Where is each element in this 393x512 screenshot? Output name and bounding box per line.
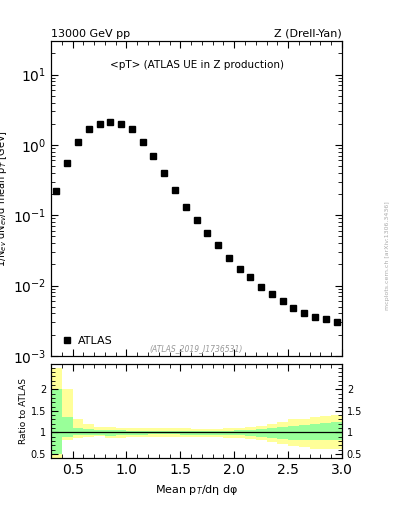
Bar (266, 428, 277, 438)
Bar (83, 424, 94, 437)
Bar (245, 430, 256, 436)
Bar (288, 426, 299, 440)
Bar (299, 419, 310, 447)
Bar (180, 428, 191, 437)
Bar (137, 431, 148, 435)
Bar (320, 423, 331, 440)
Text: 13000 GeV pp: 13000 GeV pp (51, 29, 130, 39)
Bar (105, 430, 116, 436)
Bar (169, 428, 180, 437)
Text: Z (Drell-Yan): Z (Drell-Yan) (274, 29, 342, 39)
Bar (73, 428, 83, 435)
Bar (51, 368, 62, 459)
X-axis label: Mean p$_{T}$/dη dφ: Mean p$_{T}$/dη dφ (155, 483, 238, 497)
Bar (51, 389, 62, 454)
Y-axis label: Ratio to ATLAS: Ratio to ATLAS (19, 378, 28, 444)
Y-axis label: 1/N$_{ev}$ dN$_{ev}$/d mean p$_{T}$ [GeV]: 1/N$_{ev}$ dN$_{ev}$/d mean p$_{T}$ [GeV… (0, 130, 9, 267)
Bar (213, 431, 224, 435)
Bar (277, 427, 288, 439)
Text: <pT> (ATLAS UE in Z production): <pT> (ATLAS UE in Z production) (110, 60, 283, 70)
Bar (277, 422, 288, 444)
Bar (213, 429, 224, 437)
Bar (83, 429, 94, 435)
Bar (191, 431, 202, 435)
Bar (202, 429, 213, 437)
Bar (137, 428, 148, 437)
Bar (256, 429, 266, 437)
Bar (320, 416, 331, 449)
Bar (202, 431, 213, 435)
Bar (245, 427, 256, 439)
Bar (331, 415, 342, 449)
Text: mcplots.cern.ch [arXiv:1306.3436]: mcplots.cern.ch [arXiv:1306.3436] (385, 202, 389, 310)
Bar (62, 417, 73, 437)
Bar (94, 430, 105, 435)
Bar (159, 431, 169, 434)
Bar (266, 424, 277, 442)
Bar (234, 428, 245, 438)
Bar (116, 430, 127, 435)
Legend: ATLAS: ATLAS (57, 331, 117, 350)
Bar (105, 427, 116, 438)
Bar (234, 430, 245, 435)
Bar (127, 428, 137, 437)
Bar (148, 431, 159, 434)
Bar (73, 419, 83, 438)
Bar (224, 431, 234, 435)
Bar (159, 428, 169, 437)
Bar (224, 428, 234, 438)
Text: (ATLAS_2019_I1736531): (ATLAS_2019_I1736531) (150, 344, 243, 353)
Bar (288, 419, 299, 446)
Bar (127, 431, 137, 435)
Bar (331, 422, 342, 440)
Bar (180, 431, 191, 435)
Bar (310, 417, 320, 449)
Bar (299, 424, 310, 440)
Bar (94, 427, 105, 436)
Bar (116, 428, 127, 438)
Bar (256, 426, 266, 440)
Bar (310, 424, 320, 440)
Bar (62, 389, 73, 440)
Bar (191, 429, 202, 437)
Bar (169, 431, 180, 434)
Bar (148, 428, 159, 437)
